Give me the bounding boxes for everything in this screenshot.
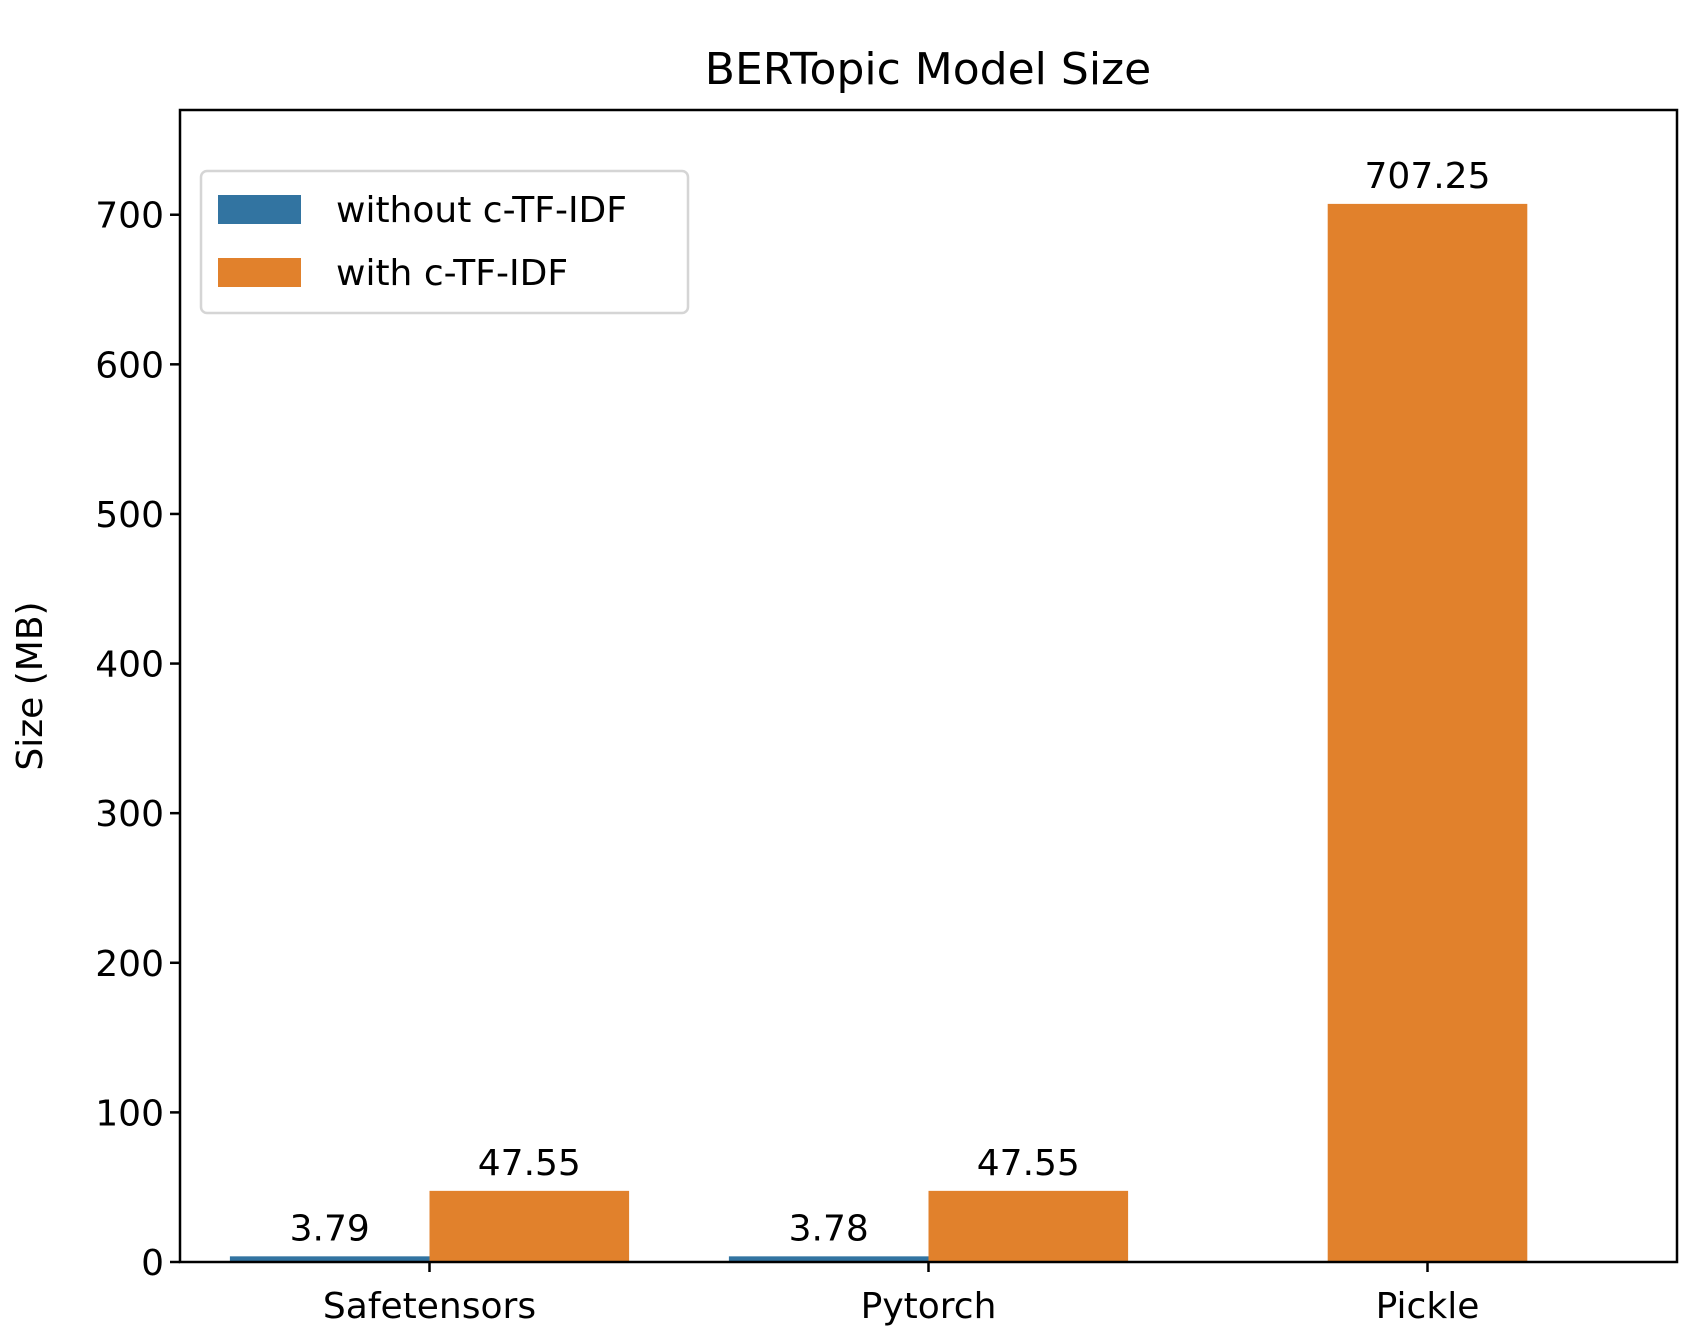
legend-swatch (218, 258, 301, 287)
legend-label: with c-TF-IDF (336, 253, 568, 294)
x-tick-label: Pickle (1376, 1286, 1480, 1327)
y-tick-label: 600 (95, 345, 164, 386)
chart-title: BERTopic Model Size (705, 44, 1151, 95)
bar-value-label: 3.78 (789, 1208, 869, 1249)
legend: without c-TF-IDF with c-TF-IDF (199, 169, 690, 315)
bar (429, 1190, 630, 1262)
bar (1327, 203, 1528, 1263)
legend-box (199, 169, 690, 315)
legend-swatch (218, 195, 301, 224)
y-tick-label: 0 (141, 1243, 164, 1284)
x-tick-label: Safetensors (323, 1286, 536, 1327)
legend-label: without c-TF-IDF (336, 190, 627, 231)
bar-value-label: 3.79 (290, 1208, 370, 1249)
bar-value-label: 47.55 (478, 1143, 581, 1184)
bar (928, 1190, 1129, 1262)
y-tick-label: 500 (95, 495, 164, 536)
bar-value-label: 47.55 (977, 1143, 1080, 1184)
y-axis-label: Size (MB) (10, 601, 51, 770)
plot-frame (178, 108, 1679, 1264)
y-tick-label: 200 (95, 944, 164, 985)
y-tick-label: 400 (95, 645, 164, 686)
bar (728, 1256, 929, 1262)
bar-value-label: 707.25 (1365, 156, 1491, 197)
bar (229, 1256, 430, 1262)
x-tick-label: Pytorch (861, 1286, 997, 1327)
y-tick-label: 300 (95, 794, 164, 835)
y-tick-label: 100 (95, 1093, 164, 1134)
y-tick-label: 700 (95, 196, 164, 237)
